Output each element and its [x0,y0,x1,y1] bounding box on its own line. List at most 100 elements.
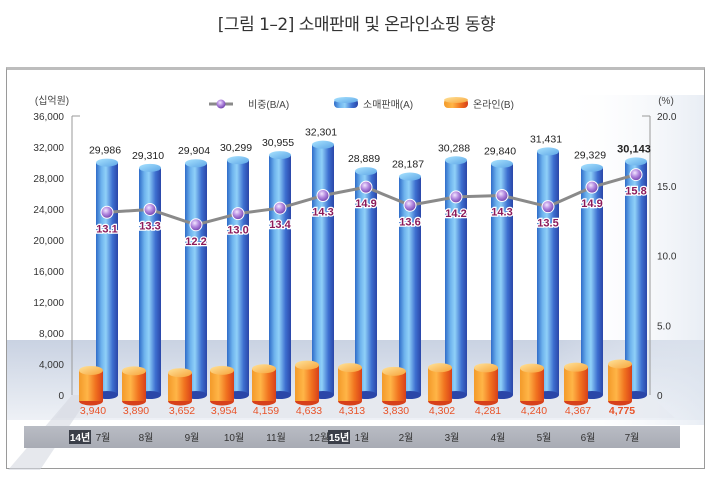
retail-value-label: 30,955 [262,137,294,149]
online-bar-body [210,370,234,401]
retail-bar [139,163,161,399]
left-tick-label: 0 [58,391,64,402]
category-label: 8월 [139,432,154,444]
retail-bar-body [185,163,207,395]
right-axis-ticks: 0 5.0 10.0 15.0 20.0 [657,112,677,402]
online-bar-body [252,368,276,401]
retail-bar-top [581,163,603,172]
retail-bar-top [537,147,559,156]
retail-bar-body [625,161,647,395]
retail-value-label: 30,143 [617,143,651,155]
retail-value-label: 29,904 [178,145,210,157]
retail-bar-body [445,160,467,395]
right-tick-label: 15.0 [657,182,677,193]
retail-bar-top [269,151,291,160]
ratio-value-labels: 13.1 13.3 12.2 13.0 13.4 14.3 14.9 13.6 14.2 14.3… [95,184,648,249]
online-bar-top [295,360,319,370]
online-bar [520,363,544,406]
category-label: 3월 [445,432,460,444]
left-tick-label: 4,000 [39,360,64,371]
online-bar-top [79,365,103,375]
legend-label-retail: 소매판매(A) [363,99,413,111]
online-bar-body [428,367,452,401]
online-value-label: 4,313 [339,405,365,417]
right-axis-unit: (%) [658,96,674,107]
retail-bar-top [445,156,467,165]
online-bars [79,359,632,406]
left-tick-label: 16,000 [33,267,64,278]
left-tick-label: 12,000 [33,298,64,309]
retail-bar-body [96,162,118,395]
figure-title: [그림 1–2] 소매판매 및 온라인쇼핑 동향 [217,15,496,35]
ratio-marker [143,202,157,216]
ratio-marker [585,180,599,194]
retail-bar-top [227,156,249,165]
retail-bar-top [185,159,207,168]
legend-label-ratio: 비중(B/A) [248,99,289,111]
right-tick-label: 10.0 [657,252,677,263]
retail-bar-body [537,151,559,395]
online-bar [608,359,632,406]
online-value-labels: 3,940 3,890 3,652 3,954 4,159 4,633 4,313 3,830… [80,405,635,417]
category-label: 4월 [491,432,506,444]
retail-bar-top [355,167,377,176]
online-bar [474,363,498,406]
online-value-label: 4,367 [565,405,591,417]
online-bar-top [210,365,234,375]
ratio-value-label: 13.5 [537,218,558,230]
online-bar-body [122,370,146,401]
online-value-label: 3,940 [80,405,106,417]
left-tick-label: 24,000 [33,205,64,216]
online-bar-top [428,363,452,373]
online-value-label: 3,954 [211,405,237,417]
online-bar-top [608,359,632,369]
left-tick-label: 8,000 [39,329,64,340]
ratio-value-label: 15.8 [625,186,646,198]
retail-value-labels: 29,986 29,310 29,904 30,299 30,955 32,301 28,8… [89,127,651,171]
retail-value-label: 30,288 [438,142,470,154]
online-bar [252,364,276,406]
retail-value-label: 28,187 [392,159,424,171]
ratio-marker [359,180,373,194]
category-labels: 14년 7월 8월 9월 10월 11월 12월 15년 1월 2월 3월 4월 5월 6월 7월 [69,430,639,444]
retail-bar-top [96,158,118,167]
ratio-value-label: 13.1 [96,223,117,235]
ratio-marker [449,190,463,204]
online-bar [564,362,588,406]
online-bar-top [168,368,192,378]
left-tick-label: 36,000 [33,112,64,123]
category-label: 10월 [224,432,244,444]
left-tick-label: 32,000 [33,143,64,154]
online-bar-body [295,365,319,401]
category-label: 6월 [581,432,596,444]
ratio-value-label: 12.2 [185,236,206,248]
ratio-marker [495,189,509,203]
retail-bar [312,140,334,399]
online-bar-top [382,366,406,376]
retail-bar [269,151,291,399]
retail-bar-top [312,140,334,149]
retail-bar [96,158,118,399]
retail-bar-body [491,163,513,395]
retail-bar [537,147,559,399]
right-tick-label: 5.0 [657,321,671,332]
retail-value-label: 29,840 [484,146,516,158]
left-tick-label: 20,000 [33,236,64,247]
retail-value-label: 28,889 [348,153,380,165]
category-label: 12월 [309,432,329,444]
legend-label-online: 온라인(B) [473,99,514,111]
online-value-label: 3,830 [383,405,409,417]
ratio-marker [541,200,555,214]
online-bar-top [564,362,588,372]
online-value-label: 4,775 [609,405,635,417]
retail-bar-top [491,159,513,168]
online-bar-top [474,363,498,373]
retail-bar-body [312,144,334,395]
online-bar-body [520,368,544,401]
online-bar [210,365,234,406]
category-label: 11월 [266,432,286,444]
retail-bar-body [399,176,421,395]
retail-value-label: 32,301 [305,127,337,139]
ratio-value-label: 13.3 [139,220,160,232]
